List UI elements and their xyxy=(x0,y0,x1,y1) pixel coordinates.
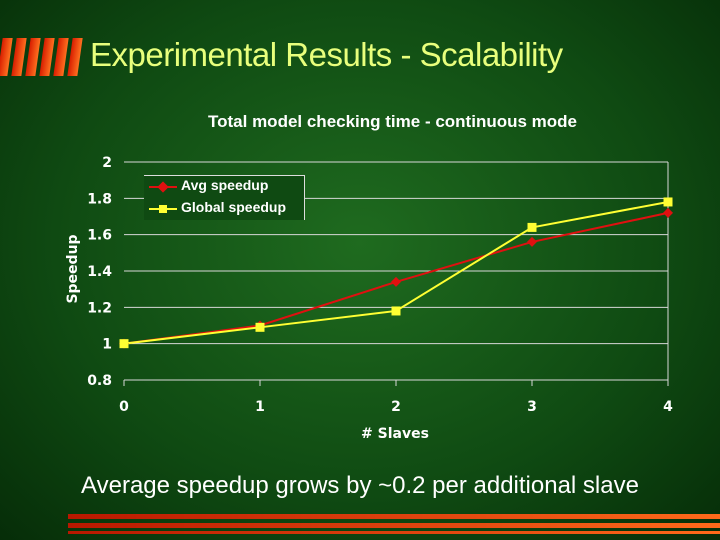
y-tick-label: 1.2 xyxy=(87,300,112,316)
x-tick-label: 4 xyxy=(663,399,673,415)
data-point-diamond xyxy=(391,276,401,287)
x-tick-label: 2 xyxy=(391,399,401,415)
data-point-square xyxy=(663,197,673,207)
y-tick-label: 2 xyxy=(102,155,112,171)
y-axis-label: Speedup xyxy=(65,234,81,303)
legend-marker-square xyxy=(159,205,167,213)
y-tick-label: 1.4 xyxy=(87,264,112,280)
slide-caption: Average speedup grows by ~0.2 per additi… xyxy=(81,472,639,499)
legend-label-avg: Avg speedup xyxy=(181,177,269,193)
x-tick-label: 3 xyxy=(527,399,537,415)
data-point-square xyxy=(255,322,265,332)
chart-title: Total model checking time - continuous m… xyxy=(208,112,577,131)
line-chart: 0.8 1 1.2 1.4 1.6 1.8 2 0 1 2 3 4 # Slaves Speedup xyxy=(65,155,673,442)
x-tick-label: 1 xyxy=(255,399,265,415)
bottom-decoration xyxy=(68,514,720,536)
y-tick-label: 0.8 xyxy=(87,373,112,389)
data-point-square xyxy=(527,222,537,232)
data-point-diamond xyxy=(527,236,537,247)
slide-title: Experimental Results - Scalability xyxy=(90,36,563,73)
legend-label-global: Global speedup xyxy=(181,199,287,215)
data-point-diamond xyxy=(663,207,673,218)
y-tick-label: 1.8 xyxy=(87,191,112,207)
legend-item-global: Global speedup xyxy=(146,198,304,218)
data-point-square xyxy=(119,339,129,349)
y-tick-label: 1 xyxy=(102,337,112,353)
x-tick-label: 0 xyxy=(119,399,129,415)
data-point-square xyxy=(391,306,401,316)
series-line xyxy=(123,200,669,345)
chart-legend: Avg speedup Global speedup xyxy=(144,175,305,220)
x-axis-label: # Slaves xyxy=(361,426,429,442)
legend-marker-diamond xyxy=(157,181,169,193)
y-tick-label: 1.6 xyxy=(87,228,112,244)
legend-item-avg: Avg speedup xyxy=(146,176,304,196)
